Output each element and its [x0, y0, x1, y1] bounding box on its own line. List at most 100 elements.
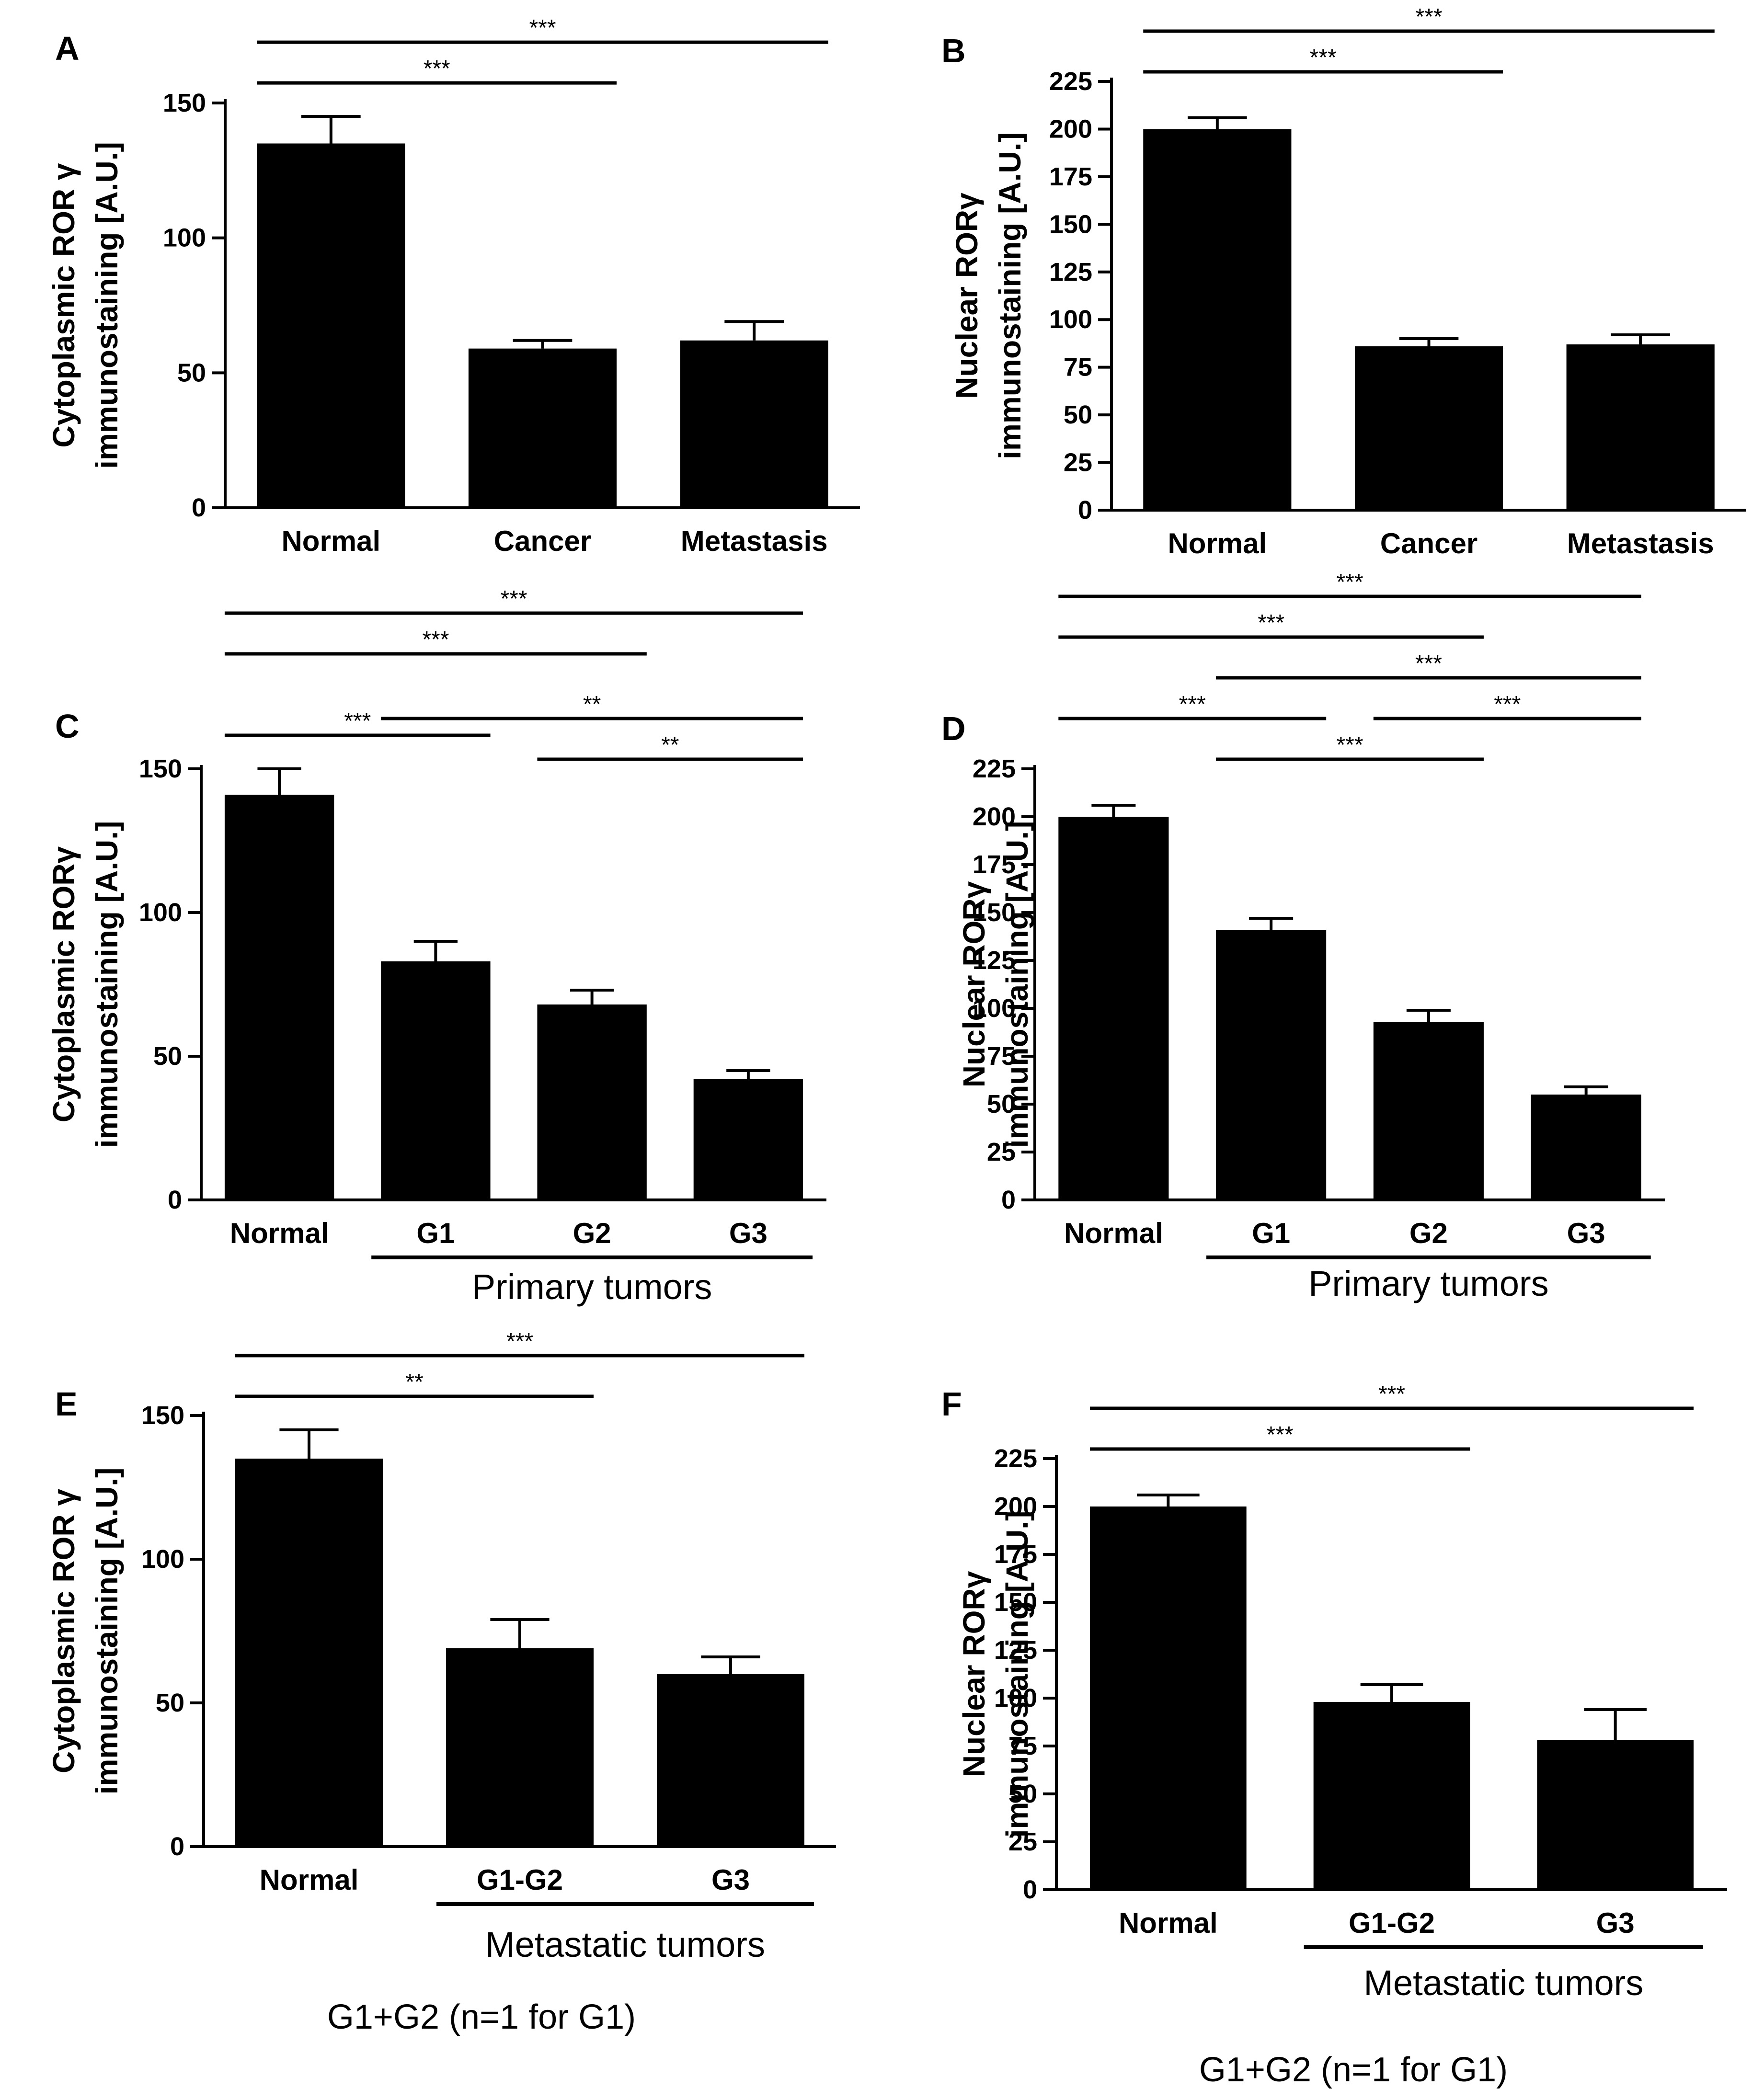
bar	[1058, 817, 1169, 1200]
group-label: Primary tumors	[472, 1267, 712, 1307]
significance-label: **	[405, 1370, 423, 1395]
x-category-label: G1-G2	[477, 1864, 563, 1896]
y-tick-label: 225	[994, 1444, 1037, 1473]
y-tick-label: 100	[163, 224, 206, 252]
bar	[657, 1674, 804, 1847]
y-tick-label: 25	[1008, 1827, 1037, 1856]
x-category-label: Normal	[1168, 527, 1267, 559]
y-tick-label: 200	[994, 1492, 1037, 1521]
panel-label: C	[55, 708, 80, 745]
y-tick-label: 125	[1049, 258, 1092, 286]
bar	[235, 1459, 383, 1847]
y-axis-title: Nuclear RORγ immunostaining [A.U.]	[950, 132, 1027, 459]
y-tick-label: 150	[139, 754, 182, 783]
x-category-label: Normal	[281, 525, 380, 557]
x-category-label: G3	[729, 1217, 767, 1249]
x-category-label: G2	[573, 1217, 611, 1249]
y-tick-label: 75	[987, 1042, 1016, 1071]
y-tick-label: 0	[192, 493, 206, 522]
y-tick-label: 0	[1078, 496, 1092, 525]
significance-label: ***	[1415, 651, 1442, 676]
bar	[257, 143, 405, 508]
bar	[1566, 344, 1715, 510]
y-tick-label: 200	[1049, 114, 1092, 143]
y-tick-label: 0	[168, 1186, 182, 1214]
bar	[381, 961, 491, 1200]
panel-label: F	[941, 1385, 962, 1423]
significance-label: ***	[529, 15, 556, 41]
x-category-label: Cancer	[494, 525, 591, 557]
y-tick-label: 50	[1008, 1780, 1037, 1808]
y-tick-label: 200	[973, 802, 1016, 831]
y-tick-label: 125	[994, 1636, 1037, 1665]
y-axis-title-line: immunostaining [A.U.]	[1000, 821, 1034, 1148]
bar	[1216, 930, 1327, 1200]
y-tick-label: 100	[994, 1684, 1037, 1712]
x-category-label: G3	[1567, 1217, 1605, 1249]
y-tick-label: 25	[1064, 448, 1092, 477]
significance-label: ***	[1258, 610, 1284, 636]
significance-label: ***	[422, 627, 449, 652]
bar	[446, 1648, 594, 1847]
significance-label: ***	[1378, 1381, 1405, 1407]
y-axis-title-line: Nuclear RORγ	[957, 881, 991, 1087]
y-tick-label: 50	[153, 1042, 182, 1071]
x-category-label: Normal	[260, 1864, 359, 1896]
x-category-label: G2	[1409, 1217, 1448, 1249]
x-category-label: Cancer	[1380, 527, 1478, 559]
x-category-label: Normal	[230, 1217, 329, 1249]
significance-label: ***	[1310, 45, 1337, 70]
bar	[1373, 1022, 1484, 1200]
y-tick-label: 175	[973, 850, 1016, 879]
significance-label: ***	[424, 56, 450, 81]
y-tick-label: 150	[163, 89, 206, 117]
significance-label: **	[661, 732, 679, 758]
group-label: Primary tumors	[1308, 1264, 1549, 1303]
y-axis-title-line: Nuclear RORγ	[957, 1571, 991, 1777]
bar	[1143, 129, 1292, 510]
significance-label: ***	[1336, 732, 1363, 758]
group-label: Metastatic tumors	[485, 1925, 765, 1964]
y-axis-title-line: Nuclear RORγ	[950, 193, 984, 399]
x-category-label: Metastasis	[1567, 527, 1714, 559]
x-category-label: Normal	[1064, 1217, 1163, 1249]
bar	[468, 348, 617, 508]
panel-label: B	[941, 32, 966, 69]
y-axis-title: Nuclear RORγ immunostaining [A.U.]	[957, 1511, 1034, 1838]
bar	[1090, 1507, 1247, 1890]
significance-label: ***	[1494, 692, 1521, 717]
bar	[1354, 346, 1503, 510]
panel-note: G1+G2 (n=1 for G1)	[327, 1998, 636, 2036]
y-tick-label: 150	[141, 1401, 184, 1430]
y-tick-label: 175	[1049, 162, 1092, 191]
panel-label: E	[55, 1385, 78, 1423]
y-axis-title-line: Cytoplasmic ROR γ	[46, 1489, 81, 1773]
y-axis-title: Nuclear RORγ immunostaining [A.U.]	[957, 821, 1034, 1148]
panel-label: A	[55, 30, 80, 67]
y-tick-label: 100	[1049, 305, 1092, 334]
group-label: Metastatic tumors	[1363, 1963, 1643, 2003]
y-tick-label: 225	[973, 754, 1016, 783]
bar	[537, 1004, 647, 1200]
significance-label: ***	[500, 586, 527, 612]
x-category-label: G1-G2	[1349, 1907, 1435, 1939]
y-tick-label: 175	[994, 1540, 1037, 1569]
significance-label: ***	[1179, 692, 1206, 717]
y-axis-title: Cytoplasmic ROR γ immunostaining [A.U.]	[46, 142, 124, 469]
bar	[693, 1079, 803, 1200]
y-axis-title-line: immunostaining [A.U.]	[90, 142, 124, 469]
significance-label: ***	[1267, 1422, 1294, 1448]
y-tick-label: 100	[141, 1545, 184, 1574]
y-tick-label: 150	[973, 898, 1016, 927]
y-tick-label: 0	[1023, 1875, 1037, 1904]
y-axis-title-line: Cytoplasmic ROR γ	[46, 163, 81, 447]
y-tick-label: 50	[156, 1689, 184, 1717]
y-tick-label: 50	[1064, 400, 1092, 429]
x-category-label: G1	[1252, 1217, 1290, 1249]
y-tick-label: 50	[987, 1090, 1016, 1118]
chart-panel-c: C 0 50 100 150 Cytoplasmic RORγ immunostaining…	[46, 586, 826, 1307]
y-tick-label: 50	[177, 358, 206, 387]
significance-label: ***	[1415, 4, 1442, 30]
panel-label: D	[941, 710, 966, 747]
